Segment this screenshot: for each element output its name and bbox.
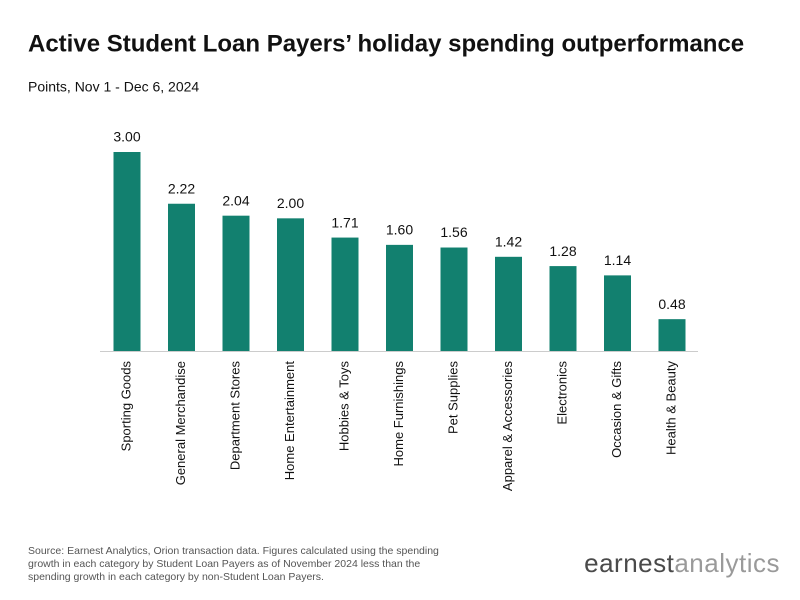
chart-title: Active Student Loan Payers’ holiday spen… [28,30,744,57]
x-tick-label: Occasion & Gifts [609,361,624,458]
x-tick-label: Home Furnishings [391,361,406,467]
brand-logo: earnestanalytics [584,548,780,579]
x-tick-label: Electronics [554,361,569,425]
value-label: 1.28 [549,243,576,259]
value-label: 1.56 [440,224,467,240]
value-label: 1.71 [331,214,358,230]
source-note: Source: Earnest Analytics, Orion transac… [28,545,439,583]
value-label: 1.60 [386,222,413,238]
x-tick-label: Sporting Goods [118,361,133,452]
value-label: 0.48 [658,296,685,312]
bar [386,244,413,351]
x-tick-label: Pet Supplies [445,361,460,434]
bar [113,152,141,351]
bar [168,203,195,351]
x-tick-label: General Merchandise [173,361,188,485]
chart-subtitle: Points, Nov 1 - Dec 6, 2024 [28,79,199,95]
x-tick-label: Hobbies & Toys [336,361,351,452]
bar [277,218,304,351]
x-tick-label: Home Entertainment [282,361,297,481]
bar [549,266,577,351]
value-label: 2.00 [277,195,304,211]
bar [658,319,686,351]
x-tick-label: Department Stores [227,361,242,471]
value-label: 1.42 [495,234,522,250]
bar [331,237,359,351]
brand-first: earnest [584,548,675,578]
value-label: 2.22 [168,180,195,196]
bar [495,256,522,351]
value-label: 3.00 [113,129,140,145]
x-tick-label: Apparel & Accessories [500,361,515,492]
x-tick-label: Health & Beauty [663,361,678,455]
value-label: 1.14 [604,252,631,268]
value-label: 2.04 [222,192,249,208]
bar [604,275,631,351]
bar [440,247,468,351]
bar [222,215,250,351]
brand-second: analytics [674,548,780,578]
